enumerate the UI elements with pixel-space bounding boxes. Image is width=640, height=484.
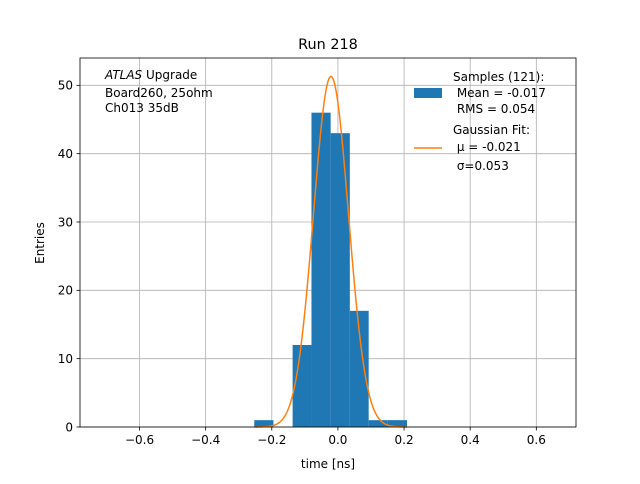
y-tick-label-1: 10 [58, 352, 73, 366]
histogram-bar-5 [349, 310, 369, 427]
histogram-bar-2 [292, 345, 312, 427]
x-tick-label-4: 0.2 [395, 433, 414, 447]
annotation-box: ATLAS Upgrade Board260, 25ohm Ch013 35dB [104, 68, 213, 115]
legend-fit-line-1: Gaussian Fit: [453, 123, 530, 137]
legend-fit-line-3: σ=0.053 [453, 159, 509, 173]
x-tick-label-6: 0.6 [527, 433, 546, 447]
y-tick-label-2: 20 [58, 284, 73, 298]
y-axis-label: Entries [33, 222, 47, 264]
axes-frame [79, 57, 577, 428]
x-tick-label-3: 0.0 [328, 433, 347, 447]
ticks: −0.6 −0.4 −0.2 0.0 0.2 0.4 0.6 0 10 20 30 40 50 [58, 79, 546, 447]
x-tick-label-1: −0.4 [191, 433, 220, 447]
annotation-line-2: Board260, 25ohm [105, 86, 213, 100]
chart-title: Run 218 [298, 37, 358, 53]
legend-samples-swatch [414, 88, 442, 98]
histogram-bar-4 [330, 133, 350, 427]
histogram-bars [254, 112, 408, 428]
histogram-bar-6 [368, 420, 388, 427]
legend-samples-line-1: Samples (121): [453, 70, 544, 84]
x-axis-label: time [ns] [301, 457, 355, 471]
y-tick-label-4: 40 [58, 147, 73, 161]
legend-samples-line-2: Mean = -0.017 [453, 86, 546, 100]
annotation-atlas: ATLAS [104, 68, 143, 82]
histogram-bar-3 [311, 112, 331, 428]
x-tick-label-2: −0.2 [257, 433, 286, 447]
x-tick-label-0: −0.6 [125, 433, 154, 447]
legend-samples-line-3: RMS = 0.054 [453, 102, 535, 116]
annotation-line-1: ATLAS Upgrade [104, 68, 197, 82]
histogram-bar-7 [387, 420, 408, 427]
y-tick-label-0: 0 [65, 420, 73, 434]
y-tick-label-3: 30 [58, 215, 73, 229]
legend-fit-line-2: μ = -0.021 [453, 140, 521, 154]
gaussian-fit-curve [254, 75, 408, 428]
fit-curve-layer [254, 75, 408, 428]
y-tick-label-5: 50 [58, 79, 73, 93]
legend: Samples (121): Mean = -0.017 RMS = 0.054… [414, 70, 546, 173]
x-tick-label-5: 0.4 [461, 433, 480, 447]
annotation-upgrade: Upgrade [142, 68, 197, 82]
histogram-bar-0 [254, 420, 274, 427]
annotation-line-3: Ch013 35dB [105, 101, 179, 115]
